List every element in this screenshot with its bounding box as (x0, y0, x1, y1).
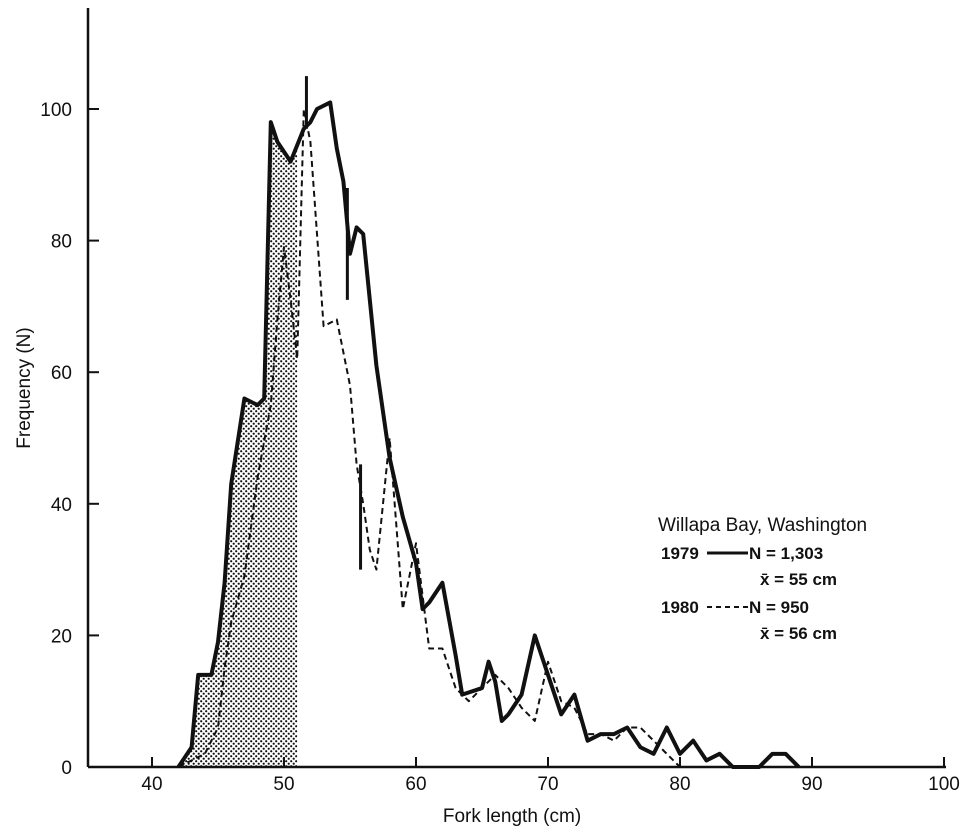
legend-title: Willapa Bay, Washington (658, 515, 867, 536)
legend-year-1979: 1979 (661, 544, 699, 563)
series-line-1979 (176, 100, 801, 769)
y-tick-label-100: 100 (40, 100, 72, 121)
legend-year-1980: 1980 (661, 598, 699, 617)
x-tick-label-50: 50 (273, 774, 294, 795)
series-line-1980 (177, 108, 681, 768)
series-layer (176, 76, 801, 769)
y-axis-title: Frequency (N) (14, 327, 35, 448)
x-tick-label-80: 80 (669, 774, 690, 795)
x-tick-label-40: 40 (141, 774, 162, 795)
legend-n-1980: N = 950 (749, 598, 809, 617)
axis-ticks: 40 50 60 70 80 90 100 0 20 40 60 80 100 (40, 100, 960, 795)
x-axis-title: Fork length (cm) (443, 806, 581, 827)
y-tick-label-0: 0 (61, 758, 72, 779)
x-tick-label-90: 90 (801, 774, 822, 795)
legend-mean-1979: x̄ = 55 cm (760, 570, 837, 589)
legend-n-1979: N = 1,303 (749, 544, 823, 563)
x-tick-label-100: 100 (928, 774, 960, 795)
y-tick-label-60: 60 (51, 363, 72, 384)
x-tick-label-70: 70 (537, 774, 558, 795)
y-tick-label-20: 20 (51, 626, 72, 647)
legend: Willapa Bay, Washington 1979 N = 1,303 x… (658, 515, 867, 643)
y-tick-label-40: 40 (51, 495, 72, 516)
y-tick-label-80: 80 (51, 232, 72, 253)
legend-mean-1980: x̄ = 56 cm (760, 624, 837, 643)
x-tick-label-60: 60 (405, 774, 426, 795)
